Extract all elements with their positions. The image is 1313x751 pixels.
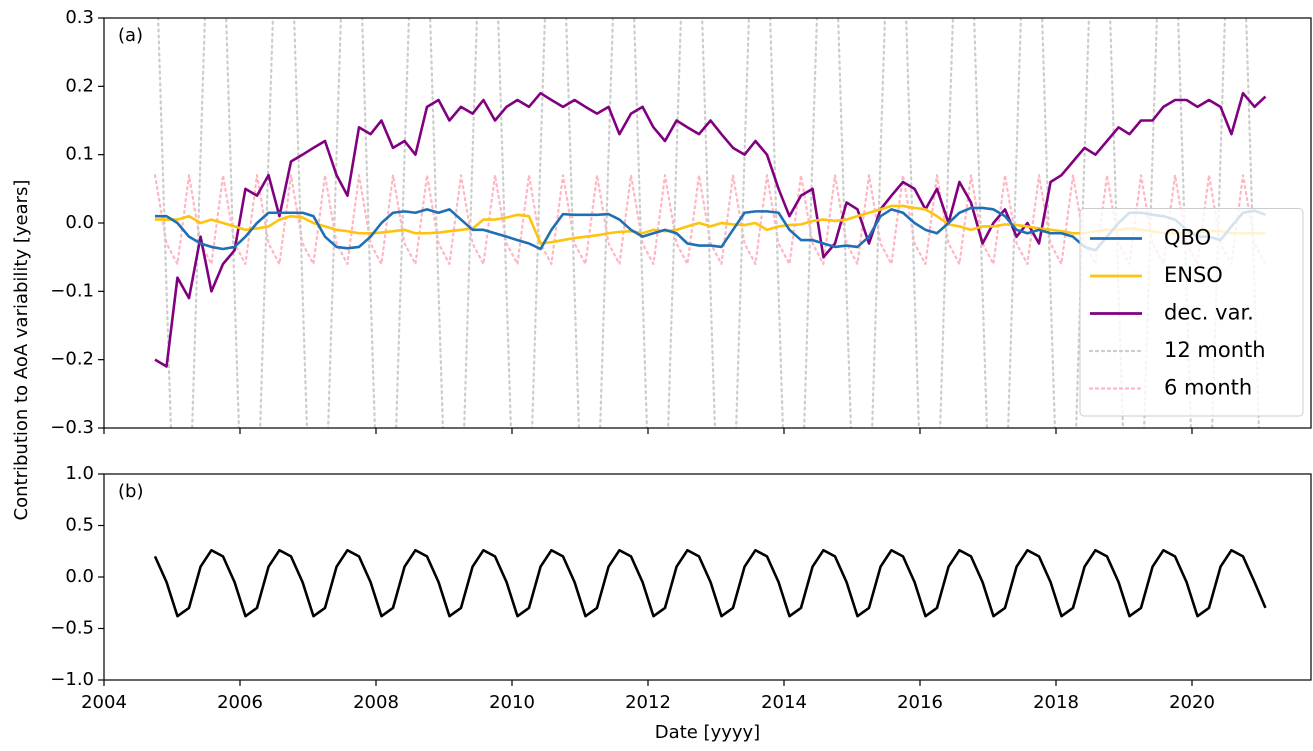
panel-label: (b): [118, 481, 143, 502]
legend-label: QBO: [1164, 226, 1211, 250]
x-tick-label: 2010: [489, 692, 535, 713]
y-tick-label: −0.5: [50, 618, 94, 639]
y-axis-label: Contribution to AoA variability [years]: [11, 180, 32, 521]
x-tick-label: 2012: [625, 692, 671, 713]
y-tick-label: 0.2: [65, 75, 94, 96]
x-tick-label: 2014: [761, 692, 807, 713]
panel-label: (a): [118, 25, 143, 46]
y-tick-label: 0.0: [65, 566, 94, 587]
series-line: [153, 548, 1267, 618]
legend-label: 12 month: [1164, 338, 1266, 362]
series-line: [154, 91, 1267, 368]
x-tick-label: 2016: [897, 692, 943, 713]
y-tick-label: 0.3: [65, 7, 94, 28]
x-tick-label: 2004: [81, 692, 127, 713]
x-tick-label: 2018: [1033, 692, 1079, 713]
y-tick-label: 0.5: [65, 515, 94, 536]
legend-label: ENSO: [1164, 263, 1223, 287]
y-tick-label: −0.1: [50, 280, 94, 301]
y-tick-label: 0.1: [65, 144, 94, 165]
y-tick-label: −0.3: [50, 417, 94, 438]
y-tick-label: −0.2: [50, 349, 94, 370]
y-tick-label: 1.0: [65, 463, 94, 484]
x-tick-label: 2020: [1169, 692, 1215, 713]
legend-label: 6 month: [1164, 376, 1252, 400]
legend-label: dec. var.: [1164, 301, 1254, 325]
plot-lines: [153, 548, 1267, 618]
legend-box: [1079, 208, 1304, 417]
x-axis-label: Date [yyyy]: [655, 722, 760, 743]
y-tick-label: −1.0: [50, 669, 94, 690]
x-tick-label: 2006: [217, 692, 263, 713]
y-tick-label: 0.0: [65, 212, 94, 233]
x-tick-label: 2008: [353, 692, 399, 713]
